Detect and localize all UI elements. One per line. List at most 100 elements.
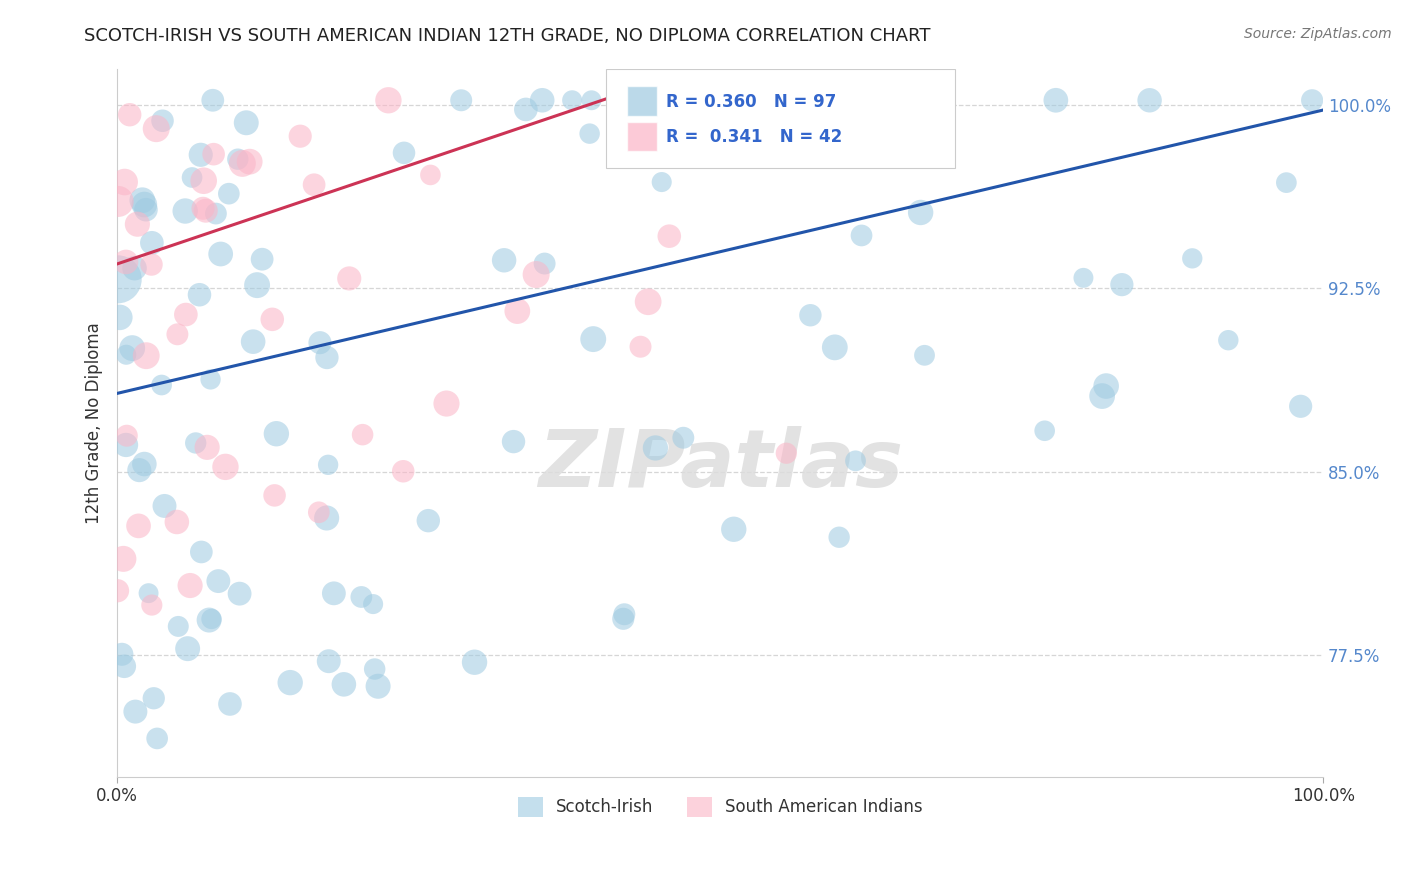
FancyBboxPatch shape bbox=[627, 121, 658, 152]
Point bbox=[741, 93, 763, 107]
Point bbox=[630, 340, 652, 354]
Point bbox=[436, 396, 458, 410]
Point bbox=[799, 308, 821, 322]
Point bbox=[464, 655, 486, 669]
Point bbox=[315, 511, 337, 525]
Point bbox=[135, 202, 157, 217]
Point bbox=[145, 121, 167, 136]
Point bbox=[124, 261, 146, 276]
Point bbox=[142, 691, 165, 706]
Point bbox=[219, 697, 242, 711]
Point bbox=[316, 458, 339, 472]
Point bbox=[1095, 379, 1118, 393]
Point bbox=[316, 351, 339, 365]
Point bbox=[524, 268, 547, 282]
Point bbox=[107, 272, 129, 286]
Point bbox=[190, 545, 212, 559]
Point bbox=[188, 287, 211, 301]
Point bbox=[1275, 176, 1298, 190]
Point bbox=[201, 93, 224, 107]
Point bbox=[309, 335, 332, 350]
Point bbox=[152, 113, 174, 128]
Point bbox=[226, 152, 249, 166]
Point bbox=[239, 154, 262, 169]
Point bbox=[150, 378, 173, 392]
Point bbox=[1301, 93, 1323, 107]
Point bbox=[166, 327, 188, 342]
Point bbox=[582, 332, 605, 346]
Point bbox=[1181, 252, 1204, 266]
Point bbox=[515, 103, 537, 117]
Text: SCOTCH-IRISH VS SOUTH AMERICAN INDIAN 12TH GRADE, NO DIPLOMA CORRELATION CHART: SCOTCH-IRISH VS SOUTH AMERICAN INDIAN 12… bbox=[84, 27, 931, 45]
Y-axis label: 12th Grade, No Diploma: 12th Grade, No Diploma bbox=[86, 322, 103, 524]
Point bbox=[127, 217, 149, 231]
Point bbox=[176, 641, 198, 656]
Point bbox=[308, 505, 330, 519]
Point bbox=[115, 255, 138, 269]
Text: ZIPatlas: ZIPatlas bbox=[537, 426, 903, 504]
Point bbox=[1218, 333, 1240, 347]
Point bbox=[134, 457, 156, 471]
Point bbox=[114, 175, 136, 189]
Point bbox=[910, 205, 932, 219]
Point bbox=[1045, 93, 1067, 107]
Point bbox=[198, 613, 221, 627]
Point bbox=[392, 464, 415, 478]
Point bbox=[228, 587, 250, 601]
Point bbox=[118, 108, 141, 122]
Point bbox=[112, 552, 135, 566]
Point bbox=[531, 93, 554, 107]
Point bbox=[128, 519, 150, 533]
Point bbox=[124, 705, 146, 719]
Point bbox=[200, 612, 222, 626]
Point bbox=[824, 340, 846, 354]
Point bbox=[844, 454, 866, 468]
Point bbox=[672, 431, 695, 445]
Point bbox=[209, 247, 232, 261]
FancyBboxPatch shape bbox=[627, 87, 658, 116]
Point bbox=[352, 427, 374, 442]
Point bbox=[494, 253, 516, 268]
Point bbox=[131, 193, 153, 207]
Point bbox=[363, 662, 385, 676]
Point bbox=[115, 348, 138, 362]
Point bbox=[207, 574, 229, 588]
Point bbox=[851, 228, 873, 243]
Point bbox=[350, 590, 373, 604]
Point bbox=[578, 127, 600, 141]
Point bbox=[111, 648, 134, 662]
Point bbox=[141, 598, 163, 612]
Point bbox=[322, 586, 344, 600]
Point bbox=[1139, 93, 1161, 107]
Point bbox=[107, 194, 129, 209]
Point bbox=[184, 436, 207, 450]
Point bbox=[174, 204, 197, 219]
Point bbox=[266, 426, 288, 441]
Point bbox=[637, 294, 659, 309]
Point bbox=[146, 731, 169, 746]
Point bbox=[392, 145, 415, 160]
Text: Source: ZipAtlas.com: Source: ZipAtlas.com bbox=[1244, 27, 1392, 41]
Point bbox=[112, 659, 135, 673]
Point bbox=[676, 93, 699, 107]
Point bbox=[278, 675, 301, 690]
Point bbox=[191, 202, 214, 216]
Point bbox=[107, 583, 129, 598]
Point bbox=[1111, 277, 1133, 292]
Point bbox=[262, 312, 284, 326]
Point bbox=[502, 434, 524, 449]
Point bbox=[181, 170, 204, 185]
Point bbox=[200, 372, 222, 386]
Point bbox=[108, 310, 131, 325]
Point bbox=[450, 93, 472, 107]
Point bbox=[179, 578, 201, 592]
FancyBboxPatch shape bbox=[606, 69, 955, 168]
Point bbox=[194, 203, 217, 218]
Point bbox=[242, 334, 264, 349]
Point bbox=[337, 271, 360, 285]
Point bbox=[333, 677, 356, 691]
Point bbox=[290, 129, 312, 144]
Legend: Scotch-Irish, South American Indians: Scotch-Irish, South American Indians bbox=[509, 789, 931, 825]
Point bbox=[141, 235, 163, 250]
Point bbox=[218, 186, 240, 201]
